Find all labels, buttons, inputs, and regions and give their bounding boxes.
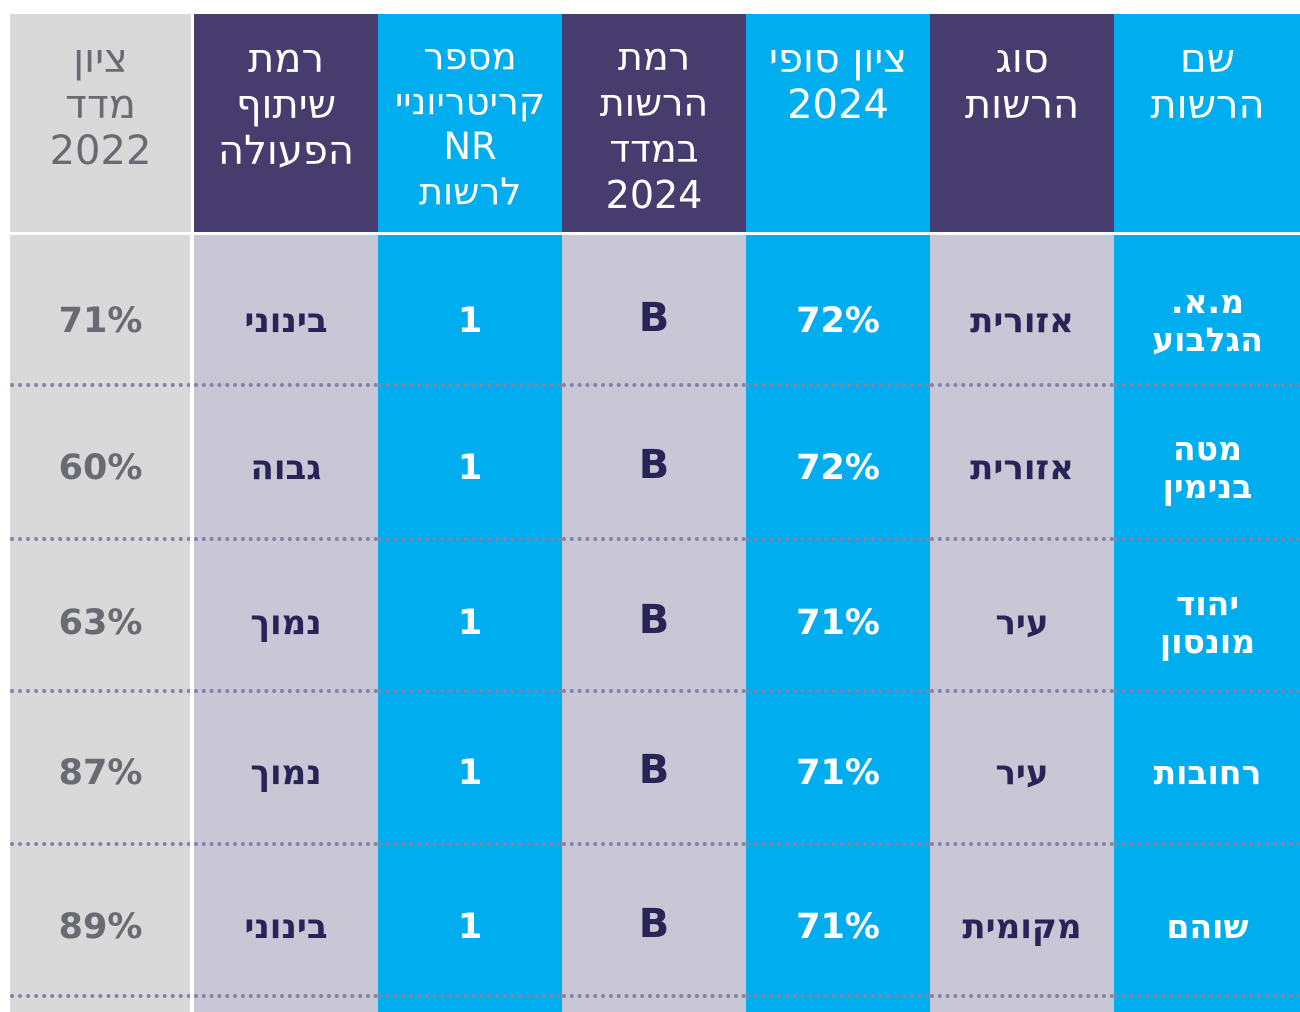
row-separator	[194, 689, 378, 693]
row-separator	[10, 994, 191, 998]
row-separator	[746, 689, 930, 693]
cell-authority-name: מ.א. הגלבוע	[1152, 282, 1263, 359]
row-separator	[194, 994, 378, 998]
header-final-score-2024: ציון סופי 2024	[769, 36, 907, 128]
col-final-score-2024: ציון סופי 2024 72% 72% 71% 71% 71%	[746, 14, 930, 1012]
cell-authority-level-2024: B	[638, 901, 670, 947]
cell-nr-criteria-count: 1	[457, 448, 483, 488]
row-separator	[930, 994, 1114, 998]
cell-authority-type: עיר	[995, 603, 1049, 643]
row-separator	[562, 842, 746, 846]
row-separator	[930, 689, 1114, 693]
cell-index-score-2022: 89%	[58, 907, 143, 947]
row-separator	[746, 994, 930, 998]
row-separator	[562, 994, 746, 998]
row-separator	[378, 994, 562, 998]
header-index-score-2022: ציון מדד 2022	[49, 36, 152, 174]
cell-nr-criteria-count: 1	[457, 301, 483, 341]
cell-index-score-2022: 87%	[58, 753, 143, 793]
cell-authority-type: מקומית	[962, 907, 1082, 947]
cell-index-score-2022: 63%	[58, 603, 143, 643]
cell-authority-level-2024: B	[638, 597, 670, 643]
cell-authority-level-2024: B	[638, 442, 670, 488]
row-separator	[378, 689, 562, 693]
row-separator	[1114, 383, 1300, 387]
authorities-table: ציון מדד 2022 71% 60% 63% 87% 89% רמת שי…	[10, 14, 1300, 1012]
row-separator	[746, 842, 930, 846]
cell-authority-name: מטה בנימין	[1162, 429, 1253, 506]
cell-authority-type: עיר	[995, 753, 1049, 793]
row-separator	[10, 383, 191, 387]
cell-index-score-2022: 71%	[58, 301, 143, 341]
cell-cooperation-level: נמוך	[250, 753, 322, 793]
row-separator	[10, 689, 191, 693]
cell-cooperation-level: בינוני	[244, 907, 328, 947]
row-separator	[562, 689, 746, 693]
cell-authority-level-2024: B	[638, 747, 670, 793]
cell-authority-name: רחובות	[1153, 753, 1262, 792]
row-separator	[194, 842, 378, 846]
col-index-score-2022: ציון מדד 2022 71% 60% 63% 87% 89%	[10, 14, 191, 1012]
cell-final-score-2024: 71%	[796, 753, 880, 793]
col-cooperation-level: רמת שיתוף הפעולה בינוני גבוה נמוך נמוך ב…	[194, 14, 378, 1012]
cell-final-score-2024: 72%	[796, 301, 880, 341]
cell-cooperation-level: בינוני	[244, 301, 328, 341]
header-authority-type: סוג הרשות	[930, 14, 1114, 232]
row-separator	[930, 383, 1114, 387]
cell-final-score-2024: 72%	[796, 448, 880, 488]
cell-authority-type: אזורית	[970, 301, 1074, 341]
row-separator	[1114, 994, 1300, 998]
cell-authority-type: אזורית	[970, 448, 1074, 488]
cell-authority-level-2024: B	[638, 295, 670, 341]
cell-authority-name: יהוד מונסון	[1159, 584, 1256, 661]
header-divider	[10, 232, 1300, 235]
cell-cooperation-level: נמוך	[250, 603, 322, 643]
row-separator	[562, 383, 746, 387]
cell-index-score-2022: 60%	[58, 448, 143, 488]
cell-nr-criteria-count: 1	[457, 907, 483, 947]
cell-nr-criteria-count: 1	[457, 753, 483, 793]
row-separator	[10, 537, 191, 541]
row-separator	[194, 537, 378, 541]
row-separator	[378, 383, 562, 387]
header-authority-name: שם הרשות	[1150, 36, 1265, 128]
header-authority-level-2024: רמת הרשות במדד 2024	[562, 14, 746, 232]
header-cooperation-level: רמת שיתוף הפעולה	[194, 14, 378, 232]
col-authority-level-2024: רמת הרשות במדד 2024 B B B B B	[562, 14, 746, 1012]
row-separator	[1114, 537, 1300, 541]
row-separator	[746, 383, 930, 387]
row-separator	[930, 537, 1114, 541]
row-separator	[10, 842, 191, 846]
column-divider	[190, 232, 193, 1012]
row-separator	[1114, 689, 1300, 693]
col-authority-name: שם הרשות מ.א. הגלבוע מטה בנימין יהוד מונ…	[1114, 14, 1300, 1012]
cell-authority-name: שוהם	[1166, 907, 1249, 946]
row-separator	[1114, 842, 1300, 846]
cell-final-score-2024: 71%	[796, 603, 880, 643]
cell-final-score-2024: 71%	[796, 907, 880, 947]
col-authority-type: סוג הרשות אזורית אזורית עיר עיר מקומית	[930, 14, 1114, 1012]
cell-cooperation-level: גבוה	[250, 448, 322, 488]
col-nr-criteria-count: מספר קריטריוניי NR לרשות 1 1 1 1 1	[378, 14, 562, 1012]
row-separator	[378, 842, 562, 846]
row-separator	[930, 842, 1114, 846]
row-separator	[194, 383, 378, 387]
header-nr-criteria-count: מספר קריטריוניי NR לרשות	[395, 35, 546, 213]
row-separator	[378, 537, 562, 541]
row-separator	[746, 537, 930, 541]
cell-nr-criteria-count: 1	[457, 603, 483, 643]
row-separator	[562, 537, 746, 541]
